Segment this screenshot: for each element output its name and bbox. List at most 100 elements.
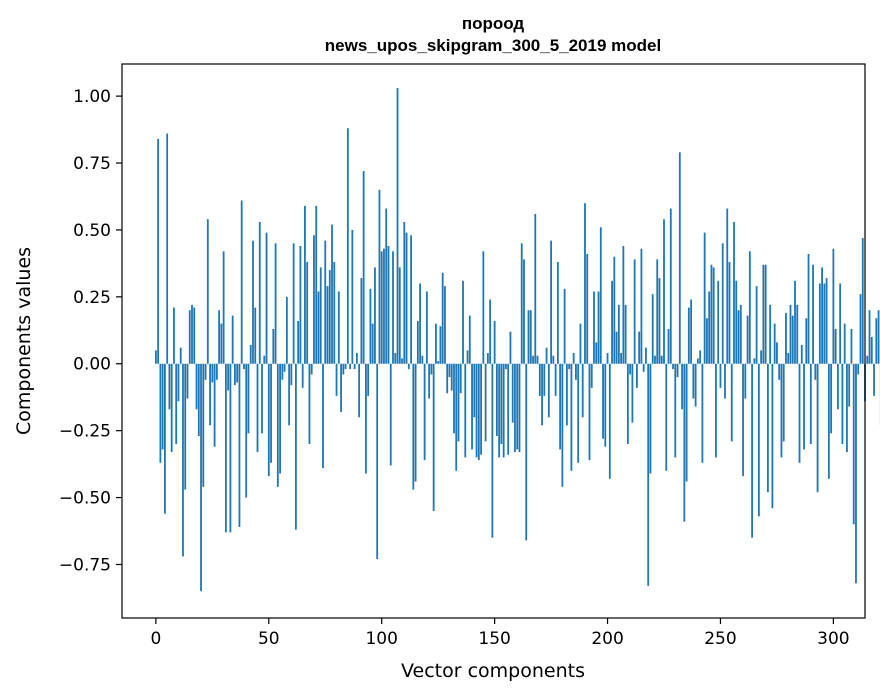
bar [787,353,790,364]
bar [525,363,528,541]
bar [800,345,803,364]
bar [191,304,193,364]
bar [841,363,844,445]
bar [839,283,842,364]
bar [538,363,541,396]
bar [317,291,320,364]
bar [211,363,214,383]
bar [816,363,819,493]
bar [245,363,248,498]
bar [425,291,428,364]
bar [547,363,550,418]
x-tick-label: 50 [258,629,280,649]
bar [401,358,403,364]
bar [283,363,286,372]
bar [371,323,374,364]
bar [322,363,324,469]
bar [435,323,437,364]
bar [771,363,774,509]
bar [873,363,875,396]
bar [552,355,555,364]
bar [674,363,677,458]
bar [687,307,690,364]
bar [780,363,783,458]
bar [604,363,607,447]
bar [285,296,288,364]
bar [493,320,496,364]
bar [737,310,740,364]
bar [247,363,250,434]
bar [383,248,385,364]
bar [265,232,268,364]
bar [351,229,354,364]
bar [159,363,162,463]
x-axis-label: Vector components [401,660,585,682]
bar [475,363,478,458]
bar [184,363,187,490]
bar [186,363,189,399]
bar-series [154,88,880,592]
bar [308,363,311,445]
bar [658,278,661,364]
bar [349,363,351,370]
bar [807,254,810,364]
bar [516,363,519,450]
bar [724,363,726,399]
bar [491,363,494,538]
bar [789,304,792,364]
bar [509,331,512,364]
bar [294,363,297,530]
bar [703,232,706,364]
bar [762,264,765,364]
bar [446,363,449,394]
bar [459,363,462,394]
bar [500,363,503,445]
bar [374,267,376,364]
bar [877,310,880,364]
bar [773,323,776,364]
bar [852,363,855,525]
bar [850,328,853,364]
bar [570,363,573,471]
bar [577,363,580,463]
bar [256,363,259,453]
bar [489,299,492,364]
x-tick-label: 300 [817,629,849,649]
bar [166,133,169,364]
bar [319,267,322,364]
bar [584,203,586,364]
bar [699,350,702,364]
bar [369,288,372,364]
bar [495,363,498,437]
bar [234,363,236,386]
bar [742,363,744,477]
bar [301,363,304,388]
bar [527,310,530,364]
bar [821,267,823,364]
bar [708,291,711,364]
bar [757,363,760,517]
bar [561,363,564,487]
bar [464,363,467,458]
bar [579,323,582,364]
bar [730,363,733,442]
bar [602,363,604,439]
bar [486,353,489,364]
bar [660,355,663,364]
bar [663,219,665,364]
bar [613,256,616,364]
bar [681,363,683,410]
bar [177,363,180,402]
bar [870,336,873,364]
bar [866,355,869,364]
bar [258,221,261,364]
x-tick-label: 100 [365,629,397,649]
bar [392,251,394,364]
bar [746,315,749,364]
bar [170,363,173,453]
y-axis-label: Components values [13,247,35,435]
bar [222,251,225,364]
bar [220,323,223,364]
bar [563,288,566,364]
bar [855,363,857,584]
